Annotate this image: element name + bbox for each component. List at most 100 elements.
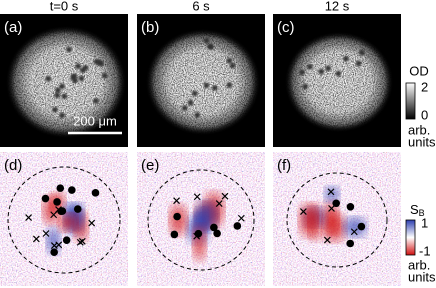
vortex — [233, 222, 242, 230]
vortex — [54, 92, 60, 99]
vortex — [302, 83, 309, 90]
sb-image — [273, 152, 401, 286]
vortex — [91, 189, 100, 197]
antivortex — [25, 214, 33, 222]
colorbar — [405, 219, 416, 256]
domain — [299, 203, 318, 237]
panel-label: (a) — [4, 19, 22, 36]
colorbar-unit: units — [408, 269, 436, 284]
antivortex — [327, 188, 335, 196]
vortex — [53, 198, 61, 206]
time-label: 12 s — [325, 0, 350, 13]
colorbar-unit: arb. — [408, 257, 430, 272]
vortex — [211, 85, 218, 91]
vortex — [71, 73, 78, 79]
domain — [323, 201, 339, 233]
vortex — [59, 112, 65, 119]
vortex — [56, 184, 65, 192]
noise — [137, 14, 265, 147]
antivortex — [193, 193, 201, 201]
vortex — [170, 230, 179, 239]
vortex — [93, 98, 99, 104]
vortex — [73, 205, 82, 213]
colorbar-tick: 2 — [421, 79, 428, 94]
vortex — [194, 112, 201, 118]
antivortex — [323, 236, 331, 244]
antivortex — [299, 208, 307, 216]
vortex — [307, 63, 313, 70]
antivortex — [350, 228, 358, 236]
colorbar-tick: 1 — [421, 215, 428, 230]
colorbar-tick: 0 — [421, 107, 428, 122]
time-label: t=0 s — [50, 0, 79, 13]
domain — [343, 217, 367, 238]
vortex — [299, 69, 305, 76]
vortex — [52, 106, 58, 113]
domain — [194, 208, 208, 232]
vortex — [45, 75, 52, 82]
domain — [58, 213, 78, 232]
od-image — [137, 14, 265, 147]
vortex — [191, 90, 198, 97]
cloud-outline — [147, 169, 255, 271]
vortex — [41, 194, 50, 203]
vortex — [59, 83, 65, 90]
vortex — [203, 37, 210, 44]
antivortex — [76, 238, 84, 246]
vortex — [203, 82, 210, 89]
colorbar-label: OD — [409, 63, 429, 78]
cloud-outline — [286, 172, 388, 268]
vortex — [78, 75, 85, 82]
sb-image — [137, 152, 265, 286]
antivortex — [32, 235, 40, 243]
antivortex — [215, 200, 223, 208]
cloud-outline — [7, 166, 121, 274]
panel-label: (f) — [277, 157, 291, 174]
vortex — [226, 57, 233, 64]
vortex — [187, 99, 194, 106]
vortex — [210, 223, 218, 232]
panels: t=0 s (a) (d) 6 s (b) (e) 12 s (c) (f) — [0, 0, 401, 286]
vortex — [229, 62, 236, 69]
vortex — [226, 82, 233, 88]
colorbar-unit: units — [408, 134, 436, 149]
vortex — [332, 199, 340, 208]
colorbar-unit: arb. — [408, 122, 430, 137]
domain — [324, 186, 340, 203]
vortex — [318, 68, 325, 75]
vortex — [62, 236, 71, 244]
vortex — [68, 186, 76, 194]
antivortex — [78, 237, 86, 245]
vortex — [355, 60, 362, 67]
vortex — [213, 229, 221, 238]
label-main: S — [410, 202, 419, 217]
vortex — [61, 93, 68, 100]
od-image — [273, 14, 401, 147]
panel-label: (b) — [141, 19, 159, 36]
time-label: 6 s — [192, 0, 210, 13]
vortex — [55, 87, 61, 94]
vortex — [96, 59, 103, 66]
colorbar — [405, 82, 416, 120]
vortex — [346, 239, 355, 248]
vortex — [325, 65, 331, 72]
noise — [273, 14, 401, 147]
vortex — [335, 70, 342, 77]
panel-label: (e) — [141, 157, 159, 174]
vortex — [343, 55, 349, 62]
panel-label: (d) — [4, 157, 22, 174]
noise — [0, 14, 128, 147]
vortex — [82, 64, 89, 71]
scale-bar-label: 200 μm — [73, 113, 117, 128]
vortex — [101, 72, 108, 79]
antivortex — [173, 197, 180, 205]
antivortex — [221, 192, 229, 200]
od-image — [0, 14, 128, 147]
vortex — [75, 63, 81, 70]
antivortex — [42, 230, 50, 237]
colorbar-label: SB — [410, 202, 425, 218]
vortex — [66, 46, 72, 53]
antivortex — [55, 241, 63, 249]
vortex — [181, 105, 188, 111]
vortex — [173, 212, 181, 221]
